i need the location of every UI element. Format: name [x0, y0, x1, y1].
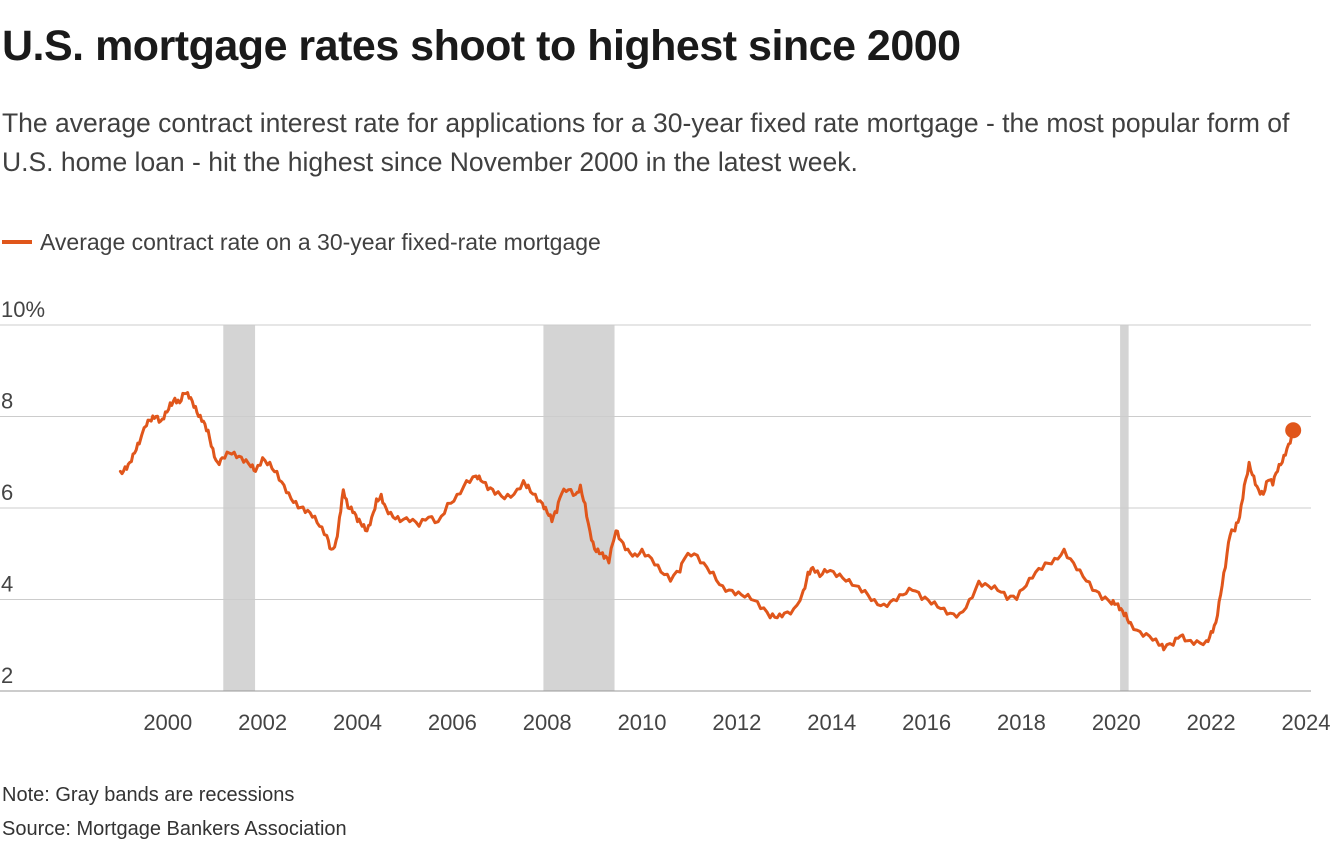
latest-value-marker — [1285, 422, 1302, 439]
x-tick-label: 2008 — [523, 710, 572, 735]
source-note: Source: Mortgage Bankers Association — [2, 818, 347, 840]
x-axis-labels: 2000 2002 2004 2006 2008 2010 2012 2014 2016 2018… — [143, 710, 1330, 735]
y-tick-label: 8 — [1, 389, 13, 414]
legend-line-swatch — [2, 240, 32, 244]
x-tick-label: 2020 — [1092, 710, 1141, 735]
x-tick-label: 2024 — [1282, 710, 1331, 735]
chart-title: U.S. mortgage rates shoot to highest sin… — [2, 22, 961, 70]
y-axis-labels: 2 4 6 8 10% — [1, 297, 45, 688]
legend: Average contract rate on a 30-year fixed… — [2, 226, 601, 258]
x-tick-label: 2022 — [1187, 710, 1236, 735]
y-tick-label: 6 — [1, 480, 13, 505]
x-tick-label: 2004 — [333, 710, 382, 735]
x-tick-label: 2012 — [712, 710, 761, 735]
y-tick-label: 10% — [1, 297, 45, 322]
x-tick-label: 2000 — [143, 710, 192, 735]
chart-subtitle: The average contract interest rate for a… — [2, 108, 1290, 177]
x-tick-label: 2016 — [902, 710, 951, 735]
series-line-1 — [118, 391, 1295, 652]
y-tick-label: 2 — [1, 663, 13, 688]
grid-lines — [0, 324, 1311, 692]
footnote: Note: Gray bands are recessions — [2, 784, 295, 806]
x-tick-label: 2014 — [807, 710, 856, 735]
y-tick-label: 4 — [1, 572, 13, 597]
line-chart: 2 4 6 8 10% 2000 2002 2004 2006 2008 2010 2012 2014… — [0, 297, 1330, 735]
x-tick-label: 2006 — [428, 710, 477, 735]
legend-label: Average contract rate on a 30-year fixed… — [40, 228, 601, 255]
series-layer — [118, 391, 1302, 652]
x-tick-label: 2010 — [618, 710, 667, 735]
x-tick-label: 2018 — [997, 710, 1046, 735]
x-tick-label: 2002 — [238, 710, 287, 735]
